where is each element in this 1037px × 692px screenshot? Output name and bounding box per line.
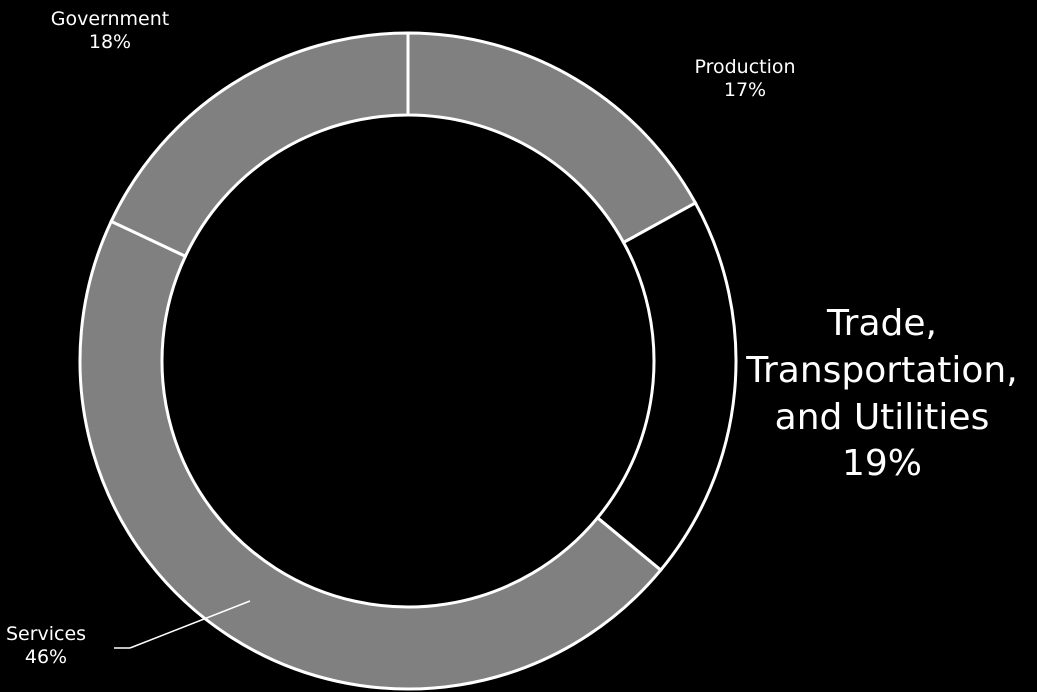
slice-name-government: Government [50, 8, 170, 30]
donut-slices [78, 31, 738, 691]
donut-slice-services [78, 219, 663, 691]
slice-label-trade: Trade, Transportation, and Utilities 19% [740, 301, 1024, 488]
slice-label-services: Services 46% [0, 623, 92, 669]
slice-name-services: Services [5, 623, 87, 645]
donut-slice-trade [595, 200, 738, 573]
slice-value-production: 17% [723, 78, 767, 101]
slice-name-trade-line-2: Transportation, [746, 349, 1018, 391]
slice-name-trade-line-3: and Utilities [774, 396, 990, 438]
slice-label-government: Government 18% [30, 8, 190, 54]
slice-label-production: Production 17% [670, 56, 820, 102]
services-leader-line [129, 600, 251, 649]
donut-slice-production [406, 31, 698, 245]
donut-slice-government [109, 31, 410, 259]
slice-name-trade-line-1: Trade, [826, 303, 937, 344]
slice-name-production: Production [694, 56, 796, 78]
slice-value-services: 46% [24, 645, 68, 668]
slice-value-government: 18% [88, 30, 132, 53]
slice-value-trade: 19% [841, 443, 922, 485]
